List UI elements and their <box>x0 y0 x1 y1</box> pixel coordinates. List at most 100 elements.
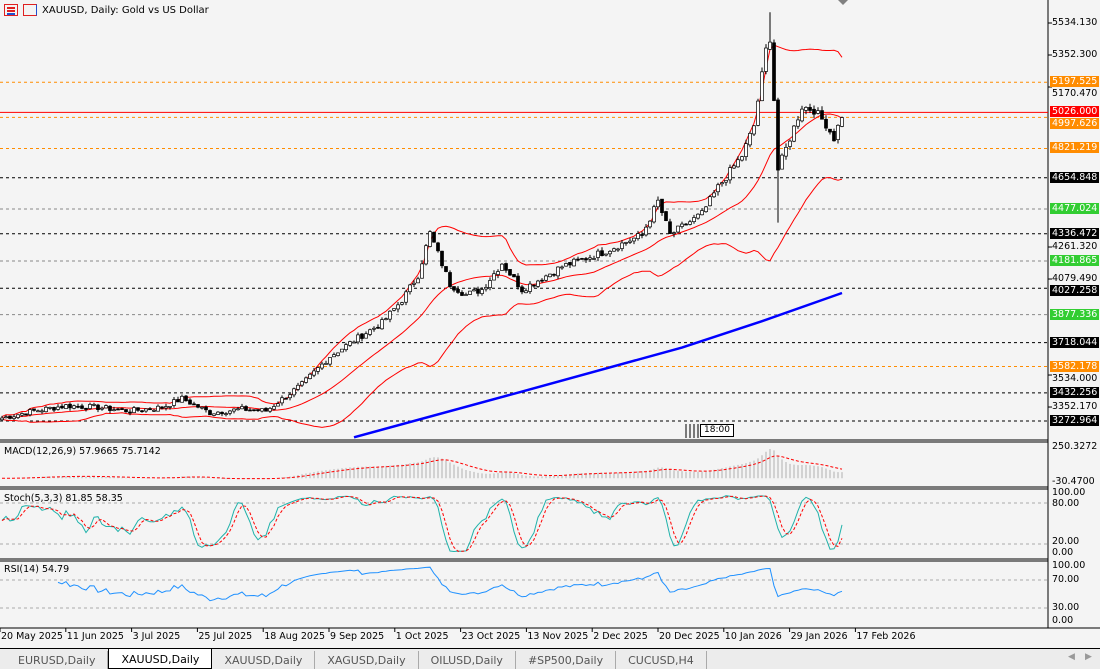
candle <box>460 290 464 297</box>
candle <box>764 44 768 75</box>
candle-body <box>172 399 176 406</box>
candle <box>452 286 456 293</box>
candle-body <box>680 223 684 227</box>
chart-window-icon[interactable] <box>23 4 37 16</box>
chart-tab[interactable]: EURUSD,Daily <box>6 651 109 669</box>
candle-body <box>524 290 528 294</box>
candle-body <box>72 405 76 409</box>
candle <box>152 408 156 412</box>
candle <box>168 406 172 410</box>
candle-body <box>476 288 480 294</box>
scroll-right-icon[interactable]: ▶ <box>1085 652 1092 662</box>
candle-body <box>116 408 120 411</box>
time-tick-label: 23 Oct 2025 <box>461 631 521 642</box>
candle-body <box>292 388 296 396</box>
candle <box>828 128 832 135</box>
candle <box>20 412 24 417</box>
candle-body <box>252 409 256 412</box>
candle-body <box>48 407 52 409</box>
candle <box>12 414 16 421</box>
time-tick-label: 20 May 2025 <box>1 631 63 642</box>
candle <box>600 247 604 257</box>
candle <box>528 281 532 294</box>
candle <box>836 124 840 144</box>
candle-body <box>808 107 812 111</box>
candle-body <box>600 250 604 256</box>
chart-tab[interactable]: XAUUSD,Daily <box>108 649 213 669</box>
candle <box>364 331 368 339</box>
candle <box>188 398 192 405</box>
moving-average-line <box>353 291 843 439</box>
chart-tab[interactable]: #SP500,Daily <box>516 651 617 669</box>
candle <box>632 237 636 245</box>
candle-body <box>4 416 8 419</box>
chart-tab[interactable]: XAUUSD,Daily <box>212 651 316 669</box>
candle <box>308 372 312 380</box>
candle <box>388 310 392 323</box>
candle <box>436 241 440 253</box>
candle-body <box>768 41 772 50</box>
candle <box>92 402 96 407</box>
candle <box>80 403 84 410</box>
candle-body <box>764 47 768 72</box>
chart-tab[interactable]: CUCUSD,H4 <box>616 651 707 669</box>
candle-body <box>372 327 376 330</box>
candle <box>72 404 76 410</box>
candle <box>260 408 264 413</box>
candle <box>512 273 516 278</box>
chart-tab[interactable]: OILUSD,Daily <box>419 651 516 669</box>
candle-body <box>344 344 348 351</box>
candle <box>256 409 260 412</box>
candle <box>544 274 548 282</box>
candle <box>400 301 404 306</box>
candle <box>484 284 488 292</box>
price-tick-label: 4079.490 <box>1052 273 1098 285</box>
price-level-label: 4997.626 <box>1050 118 1100 130</box>
candle <box>184 394 188 402</box>
candle-body <box>244 406 248 411</box>
symbol-list-icon[interactable] <box>4 4 18 16</box>
candle <box>372 326 376 332</box>
candle-body <box>392 308 396 311</box>
candle <box>576 256 580 261</box>
candle-body <box>168 406 172 408</box>
candle-body <box>496 271 500 275</box>
candle <box>148 407 152 411</box>
candle <box>176 396 180 403</box>
candle-body <box>340 348 344 353</box>
candle-body <box>84 407 88 410</box>
candle <box>716 182 720 196</box>
candle <box>180 394 184 403</box>
candle <box>340 348 344 353</box>
chart-tabs: EURUSD,Daily XAUUSD,Daily XAUUSD,Daily XAGU… <box>0 648 1100 669</box>
chart-tab[interactable]: XAGUSD,Daily <box>315 651 419 669</box>
candle <box>696 213 700 220</box>
candle <box>636 230 640 241</box>
time-tick-label: 9 Sep 2025 <box>330 631 385 642</box>
candle-body <box>92 404 96 406</box>
candle-body <box>28 409 32 416</box>
candle <box>48 406 52 410</box>
chart-canvas[interactable] <box>0 0 1100 648</box>
candle <box>592 255 596 260</box>
candle <box>656 196 660 210</box>
candle <box>300 380 304 388</box>
candle <box>732 163 736 169</box>
rsi-label: RSI(14) 54.79 <box>4 564 70 575</box>
stoch-tick: 100.00 <box>1052 487 1086 498</box>
candle-body <box>360 333 364 339</box>
candle-body <box>836 124 840 141</box>
scroll-left-icon[interactable]: ◀ <box>1068 652 1075 662</box>
candle <box>288 392 292 401</box>
candle-body <box>784 146 788 157</box>
candle <box>440 250 444 269</box>
candle <box>756 98 760 127</box>
candle-body <box>592 258 596 260</box>
candle-body <box>464 294 468 296</box>
candle-body <box>700 210 704 216</box>
candle-body <box>60 405 64 409</box>
candle-body <box>608 251 612 255</box>
candle-body <box>520 286 524 293</box>
candle-body <box>624 242 628 244</box>
candle <box>796 116 800 129</box>
